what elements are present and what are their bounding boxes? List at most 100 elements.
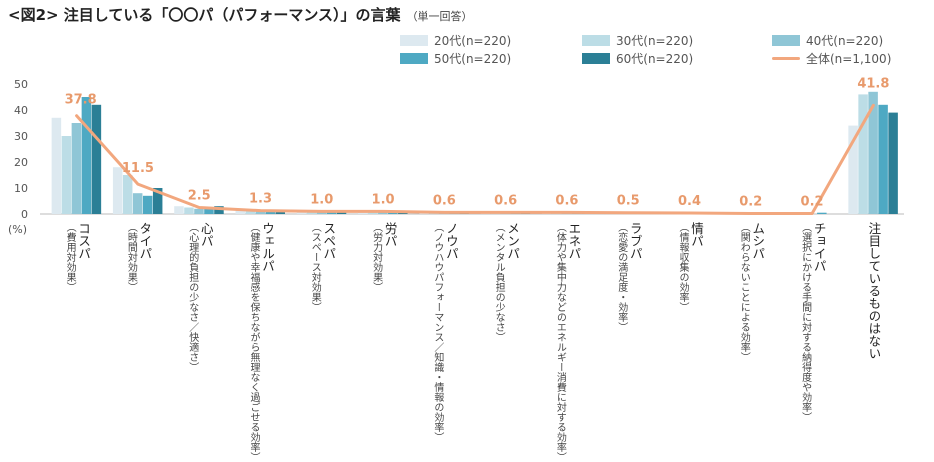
legend-label-total: 全体(n=1,100) — [806, 52, 892, 66]
category-name: ウェルパ — [260, 222, 275, 272]
legend-item-40s: 40代(n=220) — [772, 32, 883, 49]
y-tick-label: 0 — [21, 208, 28, 221]
category-name: ラブパ — [627, 222, 643, 260]
y-tick-label: 10 — [14, 182, 28, 195]
category-name: 労パ — [382, 222, 398, 247]
category-note: （時間対効果） — [125, 222, 137, 292]
bar — [868, 91, 878, 214]
bar — [71, 123, 82, 214]
data-label: 0.4 — [678, 194, 701, 209]
bar — [91, 104, 102, 214]
bar — [174, 206, 184, 214]
data-label: 1.3 — [249, 192, 272, 207]
legend-label-30s: 30代(n=220) — [616, 34, 694, 48]
data-label: 0.2 — [739, 194, 762, 209]
bar — [817, 212, 827, 214]
bar — [61, 136, 72, 214]
chart-title: <図2> 注目している「〇〇パ（パフォーマンス）」の言葉 （単一回答） — [8, 4, 473, 25]
total-line — [75, 103, 875, 215]
data-label: 37.8 — [65, 93, 97, 108]
category-label: タイパ （時間対効果） — [124, 222, 153, 292]
category-label: エネパ （体力や集中力などのエネルギー消費に対する効率） — [553, 222, 582, 462]
bar — [81, 97, 92, 214]
category-name: スペパ — [321, 222, 337, 260]
category-note: （費用対効果） — [64, 222, 76, 292]
category-name: ムシパ — [750, 222, 766, 260]
legend-swatch-total — [772, 57, 800, 60]
legend-item-60s: 60代(n=220) — [582, 50, 693, 67]
y-tick-label: 50 — [14, 78, 28, 91]
data-label: 2.5 — [188, 189, 211, 204]
bar — [888, 112, 898, 214]
category-label: ノウパ （ノウハウパフォーマンス／知識・情報の効率） — [431, 222, 459, 442]
bar — [194, 208, 204, 214]
chart-title-text: <図2> 注目している「〇〇パ（パフォーマンス）」の言葉 — [8, 6, 401, 24]
data-label: 0.2 — [801, 194, 824, 209]
category-note: （心理的負担の少なさ／快適さ） — [186, 222, 198, 372]
category-label: スペパ （スペース対効果） — [308, 222, 337, 312]
legend-label-20s: 20代(n=220) — [434, 34, 512, 48]
data-label: 41.8 — [857, 76, 889, 91]
bar — [245, 210, 255, 214]
bar — [878, 104, 888, 214]
category-note: （健康や幸福感を保ちながら無理なく過ごせる効率） — [248, 222, 259, 462]
data-label: 0.6 — [494, 193, 517, 208]
category-note: （選択にかける手間に対する納得度や効率） — [799, 222, 811, 422]
data-label: 0.6 — [433, 193, 456, 208]
legend-swatch-30s — [582, 35, 610, 46]
bar — [235, 210, 245, 214]
bar — [255, 211, 265, 214]
data-label: 0.6 — [555, 193, 578, 208]
legend-item-total: 全体(n=1,100) — [772, 50, 891, 67]
data-label: 1.0 — [372, 192, 395, 207]
y-unit-label: (%) — [8, 223, 27, 236]
legend-swatch-40s — [772, 35, 800, 46]
category-note: （労力対効果） — [370, 222, 382, 292]
bar — [152, 188, 163, 214]
category-label: 注目しているものはない — [866, 222, 882, 360]
category-name: 心パ — [198, 222, 214, 247]
data-label: 1.0 — [310, 192, 333, 207]
category-label: チョイパ （選択にかける手間に対する納得度や効率） — [799, 222, 827, 422]
category-label: 心パ （心理的負担の少なさ／快適さ） — [186, 222, 214, 372]
bar — [848, 125, 858, 214]
legend-label-60s: 60代(n=220) — [616, 52, 694, 66]
category-label: ラブパ （恋愛の満足度・効率） — [615, 222, 643, 332]
category-label: ムシパ （関わらないことによる効率） — [737, 222, 766, 362]
category-name: エネパ — [566, 222, 582, 260]
category-label: コスパ （費用対効果） — [63, 222, 92, 292]
bar — [265, 211, 275, 214]
y-tick-label: 20 — [14, 156, 28, 169]
category-name: メンパ — [505, 222, 521, 260]
category-note: （メンタル負担の少なさ） — [493, 222, 505, 342]
category-name: 注目しているものはない — [866, 222, 882, 360]
category-name: ノウパ — [443, 222, 459, 260]
category-note: （情報収集の効率） — [677, 222, 688, 312]
category-note: （関わらないことによる効率） — [738, 222, 750, 362]
y-tick-label: 30 — [14, 130, 28, 143]
legend-item-50s: 50代(n=220) — [400, 50, 511, 67]
chart-subtitle: （単一回答） — [406, 10, 473, 23]
category-note: （スペース対効果） — [309, 222, 321, 312]
category-label: メンパ （メンタル負担の少なさ） — [492, 222, 521, 342]
category-name: タイパ — [137, 222, 153, 260]
category-note: （体力や集中力などのエネルギー消費に対する効率） — [554, 222, 566, 462]
legend-item-30s: 30代(n=220) — [582, 32, 693, 49]
category-label: ウェルパ （健康や幸福感を保ちながら無理なく過ごせる効率） — [247, 222, 275, 462]
bar — [204, 208, 214, 214]
bar — [112, 167, 123, 214]
legend-label-40s: 40代(n=220) — [806, 34, 884, 48]
bar — [51, 117, 62, 214]
bar — [142, 195, 153, 214]
legend-swatch-20s — [400, 35, 428, 46]
chart-legend: 20代(n=220) 30代(n=220) 40代(n=220) 50代(n=2… — [400, 32, 930, 72]
bar — [296, 211, 307, 214]
category-name: 情パ — [689, 222, 704, 247]
y-tick-label: 40 — [14, 104, 28, 117]
bar — [214, 206, 224, 214]
bar — [132, 193, 143, 214]
legend-label-50s: 50代(n=220) — [434, 52, 512, 66]
data-label: 0.5 — [617, 194, 640, 209]
bar — [858, 94, 868, 214]
category-name: コスパ — [76, 222, 92, 260]
